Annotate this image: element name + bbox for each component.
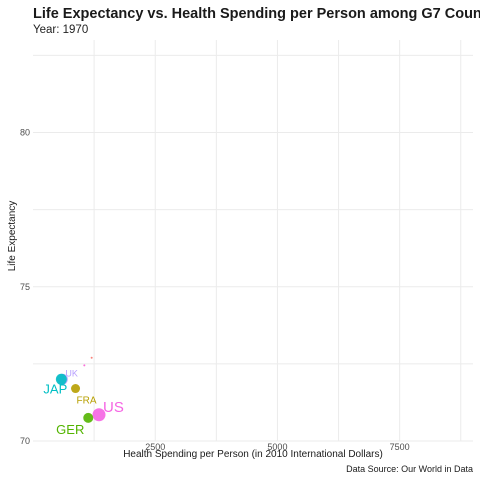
y-tick-label: 70 bbox=[20, 436, 30, 446]
y-tick-label: 75 bbox=[20, 282, 30, 292]
data-label-us: US bbox=[103, 399, 124, 416]
x-tick-label: 2500 bbox=[145, 442, 165, 452]
data-label-uk: UK bbox=[65, 368, 78, 378]
chart-subtitle: Year: 1970 bbox=[33, 24, 88, 36]
data-label-ger: GER bbox=[56, 422, 84, 437]
x-axis-label: Health Spending per Person (in 2010 Inte… bbox=[123, 449, 383, 460]
data-label-fra: FRA bbox=[77, 396, 97, 407]
data-point-ita bbox=[83, 364, 86, 367]
data-point-can bbox=[90, 356, 93, 359]
data-point-jap bbox=[55, 373, 67, 385]
data-point-us bbox=[92, 408, 106, 422]
chart-title: Life Expectancy vs. Health Spending per … bbox=[33, 6, 480, 22]
data-point-ger bbox=[83, 412, 94, 423]
data-label-jap: JAP bbox=[43, 381, 67, 396]
plot-area: 2500 5000 7500 70 75 80 US UK JAP FRA GER bbox=[20, 40, 473, 452]
y-tick-label: 80 bbox=[20, 128, 30, 138]
chart-caption: Data Source: Our World in Data bbox=[346, 464, 473, 474]
x-tick-label: 5000 bbox=[267, 442, 287, 452]
y-axis-label: Life Expectancy bbox=[7, 201, 18, 272]
data-point-fra bbox=[71, 384, 81, 394]
x-tick-label: 7500 bbox=[390, 442, 410, 452]
